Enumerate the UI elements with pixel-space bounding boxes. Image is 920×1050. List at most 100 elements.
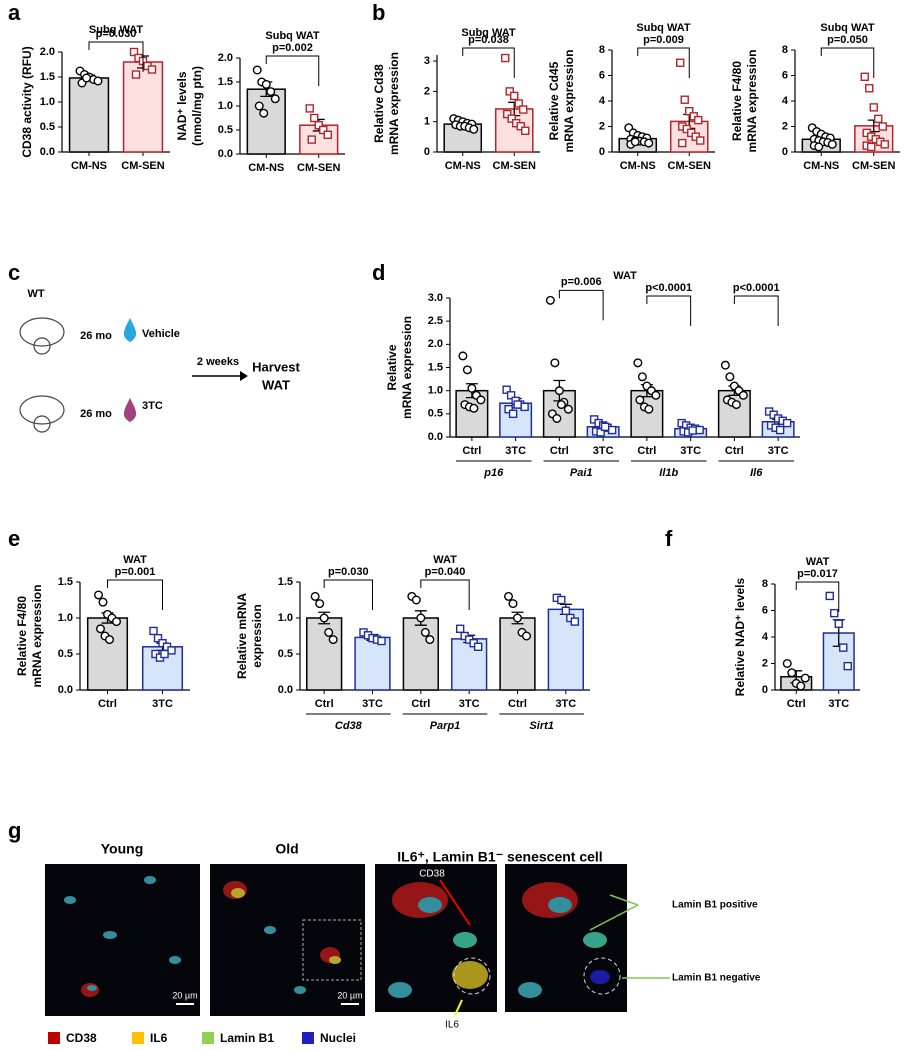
y-axis-label: Relative NAD⁺ levels [733,577,747,696]
data-point [570,617,580,626]
data-point [830,608,839,618]
chart: Subq WAT Relative Cd45 mRNA expression 0 2 4 6… [547,22,715,172]
data-point [467,383,477,393]
comparison-bracket [107,579,163,610]
bar [122,61,164,153]
legend-label: IL6 [150,1031,168,1045]
x-tick-label: 3TC [459,698,480,710]
group-label: Sirt1 [529,720,553,732]
bar [306,617,343,691]
data-point [315,599,325,609]
data-point [596,428,605,437]
y-axis-label: Relative [385,344,399,390]
comparison-bracket [462,47,515,79]
legend-label: Lamin B1 [220,1031,274,1045]
p-value: p<0.0001 [645,282,692,294]
y-axis-label: mRNA expression [30,585,44,688]
y-axis-label: Relative F4/80 [15,596,29,676]
data-point [305,104,314,113]
data-point [167,646,176,655]
image-title: Old [275,841,298,857]
data-point [510,91,519,101]
x-tick-label: Ctrl [725,445,744,457]
x-tick-label: CM-NS [620,160,656,172]
y-tick-label: 8 [782,44,788,56]
y-tick-label: 1.5 [428,361,443,373]
data-point [507,114,516,123]
x-tick-label: CM-SEN [121,160,164,172]
data-point [720,360,730,370]
p-value: p=0.002 [272,42,313,54]
data-point [503,109,512,119]
treatment: Vehicle [142,328,180,340]
y-tick-label: 2.0 [218,52,233,64]
y-axis-label: (nmol/mg ptn) [190,66,204,146]
y-tick-label: 0 [599,146,605,158]
y-axis-label: Relative Cd38 [372,64,386,143]
x-tick-label: Ctrl [315,698,334,710]
p-value: p=0.040 [425,566,466,578]
arrow [609,894,639,906]
data-point [508,599,518,609]
y-tick-label: 2 [599,120,605,132]
comparison-bracket [637,47,690,78]
legend-swatch [202,1032,214,1044]
y-tick-label: 4 [782,95,789,107]
x-tick-label: CM-NS [248,162,284,174]
panel-letter: c [8,260,20,285]
chart: WAT Relative NAD⁺ levels 0 2 4 6 8 Ctrl 3TC p=0.0… [733,556,860,710]
data-point [324,627,334,637]
data-point [825,591,834,601]
data-point [782,418,792,428]
y-axis-label: mRNA expression [387,52,401,155]
comparison-bracket [820,47,875,78]
y-tick-label: 1.0 [218,100,233,112]
group-label: Cd38 [335,720,363,732]
x-tick-label: CM-NS [445,160,481,172]
data-point [782,659,792,669]
x-tick-label: CM-NS [803,160,839,172]
comparison-bracket [646,295,692,326]
y-tick-label: 1.5 [40,71,55,83]
p-value: p=0.030 [96,28,137,40]
chart: Subq WAT Relative Cd38 mRNA expression 0 1 2 3… [372,27,540,172]
data-point [513,613,523,623]
data-point [796,681,806,691]
x-tick-label: 3TC [828,698,849,710]
arrow [454,999,463,1016]
data-point [874,114,883,124]
data-point [328,635,338,645]
data-point [865,84,874,93]
arrow-label: CD38 [419,869,445,880]
data-point [685,106,694,116]
data-point [319,125,328,135]
y-tick-label: 2 [762,657,768,669]
y-tick-label: 1.0 [40,96,55,108]
x-tick-label: 3TC [680,445,701,457]
y-axis-label: NAD⁺ levels [175,71,189,140]
data-point [259,108,269,118]
chart-title: Subq WAT [636,22,690,34]
bar [499,617,536,691]
data-point [473,642,483,651]
cells [64,876,621,998]
x-tick-label: 3TC [768,445,789,457]
y-axis-label: Relative mRNA [235,593,249,679]
treatment: 3TC [142,400,163,412]
y-axis-label: expression [250,604,264,667]
data-point [505,87,514,96]
y-tick-label: 1.5 [218,76,233,88]
comparison-bracket [420,579,470,610]
data-point [458,351,468,361]
y-tick-label: 0.5 [40,121,55,133]
x-tick-label: CM-SEN [297,162,340,174]
data-point [310,591,320,601]
legend-swatch [302,1032,314,1044]
annotation: Lamin B1 positive [672,900,758,911]
p-value: p=0.038 [468,34,509,46]
strain: WT [27,288,44,300]
data-point [310,113,319,123]
drop-icon [123,318,137,342]
